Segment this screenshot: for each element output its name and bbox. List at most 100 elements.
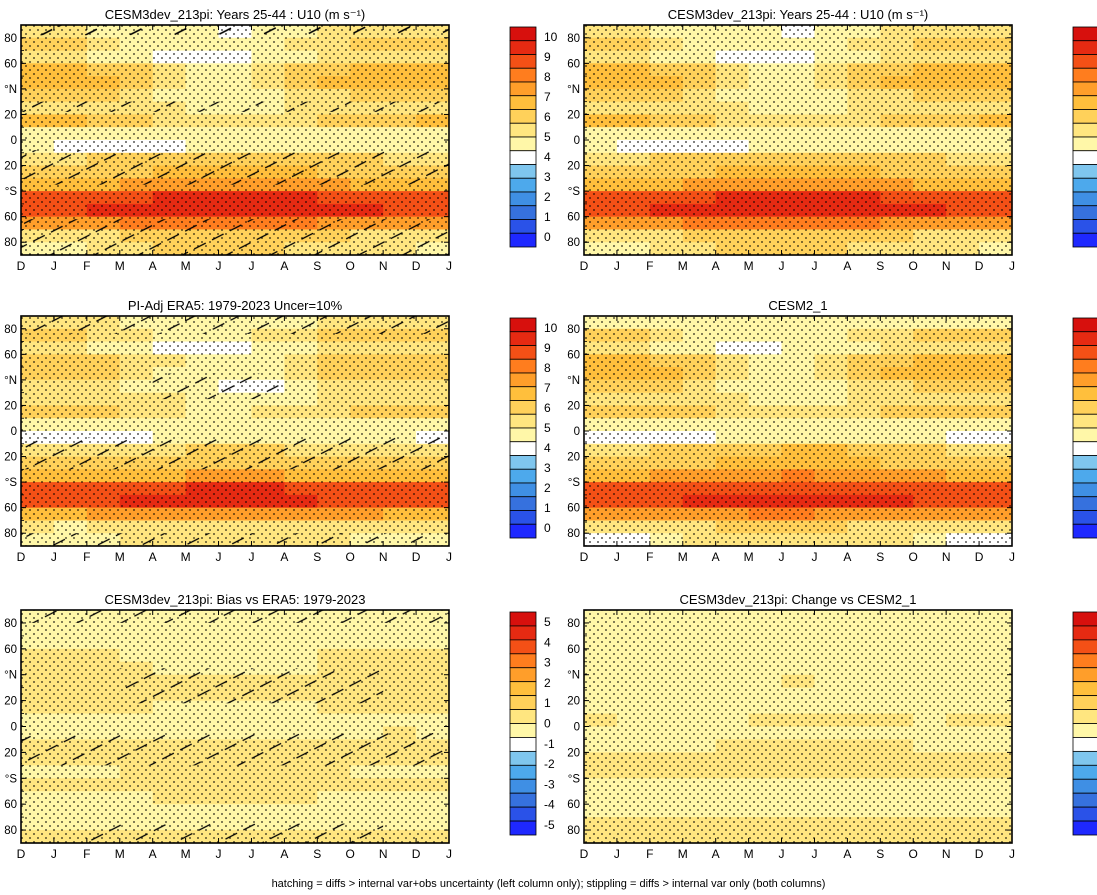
- y-tick-label: 20: [567, 161, 580, 173]
- y-tick-label: 60: [4, 212, 17, 224]
- colorbar-swatch: [1072, 232, 1097, 248]
- colorbar-swatch: [509, 792, 537, 808]
- y-tick-label: 60: [567, 349, 580, 361]
- hatching-overlay: [21, 25, 449, 36]
- colorbar-swatch: [509, 386, 537, 401]
- x-tick-label: F: [646, 550, 653, 564]
- colorbar-swatch: [509, 81, 537, 97]
- x-tick-label: J: [51, 550, 57, 564]
- colorbar-label: 4: [544, 441, 551, 455]
- colorbar-swatch: [509, 372, 537, 388]
- colorbar-swatch: [1072, 496, 1097, 511]
- colorbar-swatch: [509, 26, 537, 42]
- colorbar-swatch: [509, 667, 537, 683]
- colorbar-swatch: [1072, 778, 1097, 794]
- x-tick-label: D: [17, 550, 26, 564]
- x-tick-label: M: [181, 550, 191, 564]
- colorbar-swatch: [509, 820, 537, 836]
- colorbar-swatch: [509, 177, 537, 193]
- x-tick-label: S: [876, 259, 884, 273]
- panel-6: CESM3dev_213pi: Change vs CESM2_1 D J F M A M J…: [567, 592, 1097, 861]
- hatching-overlay: [21, 437, 449, 470]
- colorbar-swatch: [509, 510, 537, 525]
- colorbar-swatch: [1072, 122, 1097, 138]
- y-tick-label: 60: [567, 212, 580, 224]
- x-tick-label: S: [876, 550, 884, 564]
- y-tick-label: 80: [567, 528, 580, 540]
- colorbar-swatch: [1072, 653, 1097, 669]
- y-tick-label: °S: [5, 186, 18, 198]
- y-tick-label: 0: [11, 722, 17, 734]
- x-tick-label: J: [614, 259, 620, 273]
- colorbar-swatch: [509, 358, 537, 374]
- colorbar-label: 2: [544, 481, 551, 495]
- y-tick-label: 0: [11, 426, 17, 438]
- x-tick-label: J: [779, 550, 785, 564]
- y-tick-label: °S: [5, 773, 18, 785]
- colorbar-label: 7: [544, 90, 551, 104]
- stippling-overlay: [584, 610, 1012, 843]
- colorbar-label: 5: [544, 421, 551, 435]
- panel-title: CESM2_1: [768, 298, 827, 313]
- panel-3: PI-Adj ERA5: 1979-2023 Uncer=10% D J F M A M J J…: [4, 298, 558, 564]
- colorbar-label: 5: [544, 130, 551, 144]
- colorbar-swatch: [509, 496, 537, 511]
- x-tick-label: J: [51, 847, 57, 861]
- colorbar-swatch: [1072, 750, 1097, 766]
- x-tick-label: D: [412, 259, 421, 273]
- y-tick-label: °N: [567, 84, 580, 96]
- x-tick-label: O: [346, 550, 355, 564]
- colorbar-swatch: [1072, 95, 1097, 110]
- y-tick-label: 60: [4, 644, 17, 656]
- x-tick-label: M: [181, 847, 191, 861]
- x-tick-label: M: [678, 259, 688, 273]
- x-tick-label: M: [744, 550, 754, 564]
- colorbar-swatch: [1072, 205, 1097, 220]
- y-tick-label: 20: [4, 452, 17, 464]
- colorbar-swatch: [509, 400, 537, 415]
- x-tick-label: O: [909, 259, 918, 273]
- x-tick-label: N: [942, 847, 951, 861]
- panel-1: CESM3dev_213pi: Years 25-44 : U10 (m s⁻¹…: [4, 7, 558, 273]
- x-tick-label: J: [1009, 847, 1015, 861]
- colorbar-swatch: [1072, 345, 1097, 360]
- colorbar-label: 6: [544, 110, 551, 124]
- colorbar-swatch: [509, 345, 537, 360]
- y-tick-label: 60: [4, 58, 17, 70]
- panel-2: CESM3dev_213pi: Years 25-44 : U10 (m s⁻¹…: [567, 7, 1097, 273]
- hatching-overlay: [86, 823, 384, 843]
- colorbar-swatch: [509, 653, 537, 669]
- colorbar-swatch: [1072, 191, 1097, 207]
- y-tick-label: 80: [567, 825, 580, 837]
- y-tick-label: 20: [567, 109, 580, 121]
- x-tick-label: A: [843, 550, 851, 564]
- x-tick-label: A: [280, 259, 288, 273]
- colorbar-swatch: [1072, 54, 1097, 69]
- panel-title: PI-Adj ERA5: 1979-2023 Uncer=10%: [128, 298, 343, 313]
- y-tick-label: 80: [4, 618, 17, 630]
- colorbar-label: 2: [544, 676, 551, 690]
- colorbar-swatch: [509, 413, 537, 429]
- colorbar-swatch: [509, 625, 537, 641]
- hatching-overlay: [21, 219, 449, 255]
- x-tick-label: J: [216, 259, 222, 273]
- colorbar-label: 10: [544, 30, 558, 44]
- x-tick-label: M: [744, 259, 754, 273]
- hatching-overlay: [21, 533, 449, 546]
- footnote: hatching = diffs > internal var+obs unce…: [271, 878, 826, 890]
- colorbar-label: 1: [544, 501, 551, 515]
- x-tick-label: A: [843, 259, 851, 273]
- colorbar-swatch: [1072, 177, 1097, 193]
- y-tick-label: 20: [4, 696, 17, 708]
- colorbar-swatch: [1072, 639, 1097, 655]
- x-tick-label: J: [779, 259, 785, 273]
- colorbar-label: 9: [544, 50, 551, 64]
- x-tick-label: D: [580, 847, 589, 861]
- colorbar-swatch: [1072, 820, 1097, 836]
- colorbar-swatch: [509, 764, 537, 780]
- x-tick-label: D: [412, 550, 421, 564]
- x-tick-label: D: [975, 259, 984, 273]
- colorbar-swatch: [1072, 723, 1097, 738]
